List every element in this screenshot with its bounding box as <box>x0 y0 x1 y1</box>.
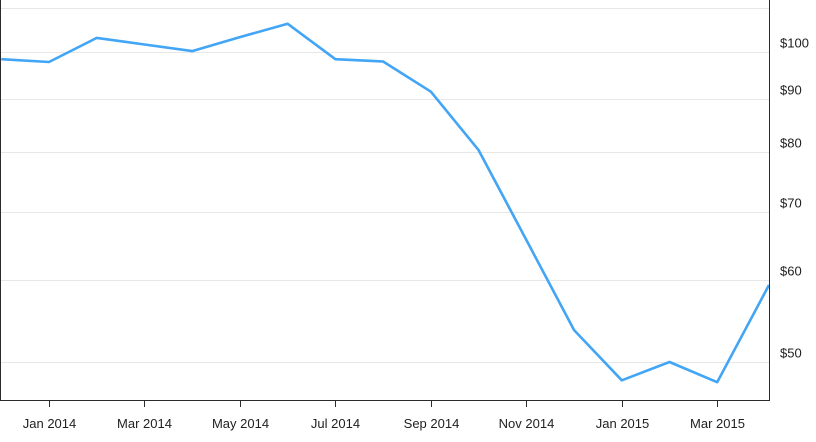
series-layer <box>1 22 771 384</box>
y-axis-label: $80 <box>780 136 802 151</box>
y-axis-label: $60 <box>780 264 802 279</box>
x-axis-label: May 2014 <box>212 416 269 431</box>
price-line-series <box>1 22 771 384</box>
x-axis-label: Mar 2014 <box>117 416 172 431</box>
x-axis-label: Mar 2015 <box>690 416 745 431</box>
axis-labels-layer: $100 $90 $80 $70 $60 $50 Jan 2014 Mar 2014 May 2… <box>23 36 809 432</box>
axes-layer <box>0 0 770 407</box>
x-axis-label: Sep 2014 <box>404 416 460 431</box>
y-axis-label: $50 <box>780 346 802 361</box>
x-axis-label: Jul 2014 <box>311 416 360 431</box>
y-axis-label: $70 <box>780 196 802 211</box>
x-axis-label: Jan 2014 <box>23 416 77 431</box>
y-axis-label: $90 <box>780 83 802 98</box>
x-axis-label: Jan 2015 <box>596 416 650 431</box>
gridlines-layer <box>0 8 769 363</box>
x-axis-label: Nov 2014 <box>499 416 555 431</box>
y-axis-label: $100 <box>780 36 809 51</box>
